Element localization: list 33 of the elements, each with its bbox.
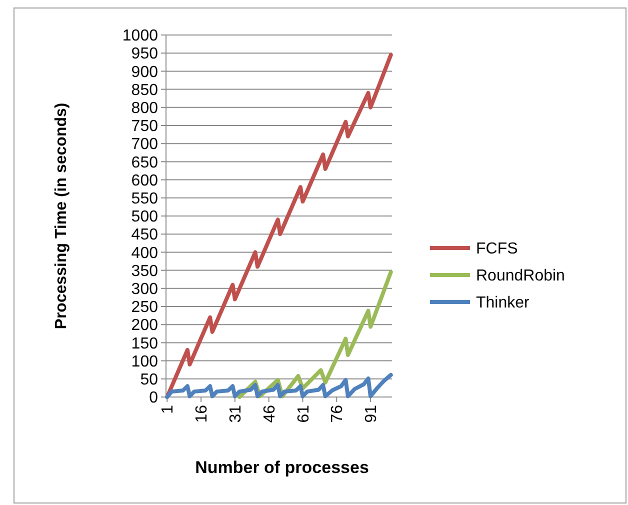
y-tick-label: 250 (131, 299, 158, 316)
legend-label: FCFS (476, 240, 518, 258)
y-axis-title: Processing Time (in seconds) (53, 102, 70, 330)
y-tick-label: 200 (131, 317, 158, 334)
y-tick-label: 100 (131, 353, 158, 370)
y-tick-label: 0 (149, 390, 158, 407)
y-tick-label: 150 (131, 335, 158, 352)
legend-label: Thinker (476, 294, 530, 312)
x-tick-label: 16 (194, 404, 211, 423)
x-axis-title: Number of processes (195, 458, 369, 477)
y-tick-label: 450 (131, 226, 158, 244)
y-tick-label: 600 (131, 172, 158, 190)
x-tick-label: 46 (261, 404, 278, 423)
y-tick-label: 400 (131, 244, 158, 262)
y-tick-label: 700 (131, 136, 158, 154)
y-tick-label: 500 (131, 208, 158, 226)
y-tick-label: 900 (131, 64, 158, 81)
x-tick-label: 91 (363, 404, 380, 423)
y-tick-label: 550 (131, 190, 158, 208)
y-tick-label: 950 (131, 46, 158, 63)
y-tick-label: 800 (131, 100, 158, 117)
y-tick-label: 1000 (122, 28, 158, 45)
y-tick-label: 650 (131, 154, 158, 172)
x-tick-label: 31 (228, 404, 245, 423)
legend-label: RoundRobin (476, 268, 565, 285)
x-tick-label: 61 (295, 404, 312, 423)
y-tick-label: 50 (140, 372, 158, 388)
y-tick-label: 350 (131, 262, 158, 280)
y-tick-label: 300 (131, 281, 158, 298)
y-tick-label: 750 (131, 118, 158, 136)
x-tick-label: 76 (329, 404, 346, 423)
y-tick-label: 850 (131, 82, 158, 99)
x-tick-label: 1 (160, 404, 177, 414)
